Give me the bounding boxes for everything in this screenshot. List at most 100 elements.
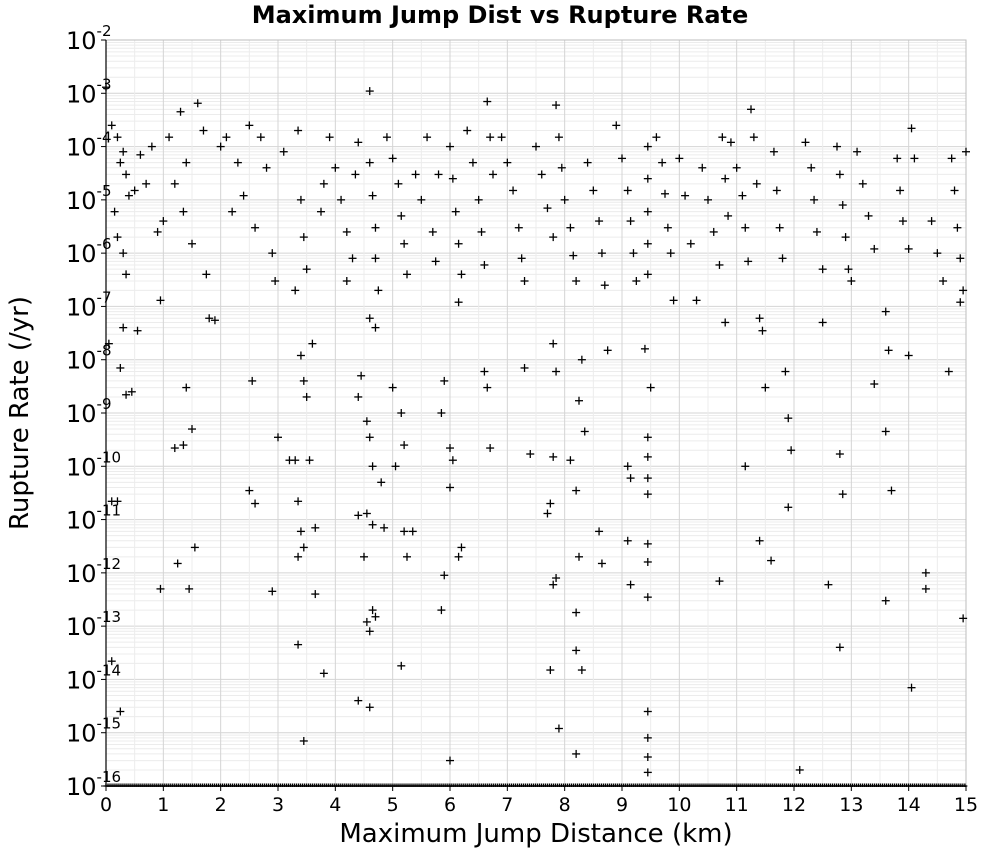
data-point [397, 211, 406, 220]
data-point [959, 286, 968, 295]
data-point [632, 277, 641, 286]
data-point [142, 179, 151, 188]
data-point [440, 376, 449, 385]
data-point [904, 244, 913, 253]
data-point [835, 643, 844, 652]
y-tick-label: 10-10 [66, 448, 121, 481]
data-point [643, 174, 652, 183]
data-point [388, 154, 397, 163]
data-point [133, 326, 142, 335]
data-point [124, 191, 133, 200]
data-point [107, 121, 116, 130]
data-point [302, 265, 311, 274]
data-point [377, 478, 386, 487]
data-point [342, 277, 351, 286]
data-point [767, 556, 776, 565]
data-point [749, 133, 758, 142]
data-point [228, 207, 237, 216]
x-tick-label: 1 [157, 794, 169, 816]
data-point [368, 191, 377, 200]
data-point [382, 133, 391, 142]
data-point [122, 270, 131, 279]
data-point [741, 462, 750, 471]
data-point [319, 669, 328, 678]
data-point [698, 163, 707, 172]
y-tick-label: 10-8 [66, 342, 112, 375]
data-point [732, 163, 741, 172]
data-point [480, 367, 489, 376]
data-point [775, 223, 784, 232]
data-point [291, 286, 300, 295]
data-point [626, 217, 635, 226]
data-point [354, 138, 363, 147]
data-point [643, 539, 652, 548]
data-point [643, 452, 652, 461]
x-tick-label: 0 [100, 794, 112, 816]
data-point [113, 133, 122, 142]
data-point [446, 444, 454, 453]
data-point [752, 179, 761, 188]
data-point [239, 191, 248, 200]
data-point [881, 307, 890, 316]
data-point [537, 170, 546, 179]
data-point [572, 486, 581, 495]
data-point [517, 254, 526, 263]
data-point [784, 414, 793, 423]
data-point [448, 174, 457, 183]
data-point [572, 277, 581, 286]
data-point [159, 217, 168, 226]
data-point [365, 627, 374, 636]
data-point [546, 666, 555, 675]
data-point [371, 254, 380, 263]
data-point [881, 427, 890, 436]
data-point [188, 239, 196, 248]
data-point [658, 158, 667, 167]
data-point [643, 593, 652, 602]
data-point [818, 265, 827, 274]
data-point [468, 158, 477, 167]
data-point [841, 233, 850, 242]
data-point [755, 536, 764, 545]
y-tick-labels: 10-2 10-3 10-4 10-5 10-6 10-7 10-8 10-9 10-10 10-… [66, 22, 121, 801]
data-point [881, 596, 890, 605]
data-point [858, 179, 867, 188]
data-point [844, 265, 853, 274]
data-point [933, 249, 942, 258]
data-point [520, 277, 529, 286]
data-point [569, 251, 578, 260]
data-point [362, 417, 371, 426]
data-point [623, 536, 632, 545]
data-point [365, 158, 374, 167]
data-point [116, 707, 125, 716]
data-point [626, 580, 635, 589]
data-point [643, 474, 652, 483]
data-point [311, 590, 320, 599]
data-point [357, 371, 366, 380]
data-point [116, 363, 125, 372]
data-point [560, 195, 569, 204]
y-tick-label: 10-13 [66, 608, 121, 641]
data-point [947, 154, 956, 163]
data-point [577, 355, 586, 364]
data-point [546, 499, 555, 508]
data-point [411, 170, 420, 179]
data-point [795, 765, 804, 774]
data-point [360, 552, 368, 561]
data-point [446, 142, 454, 151]
data-point [291, 456, 300, 465]
data-point [365, 314, 374, 323]
data-point [893, 154, 902, 163]
data-point [365, 433, 374, 442]
data-point [612, 121, 621, 130]
data-point [268, 249, 277, 258]
data-point [354, 696, 363, 705]
data-points [102, 83, 970, 777]
y-tick-label: 10-11 [66, 502, 121, 535]
data-point [116, 158, 125, 167]
data-point [643, 433, 652, 442]
data-point [245, 486, 254, 495]
data-point [302, 392, 311, 401]
data-point [887, 486, 896, 495]
data-point [147, 142, 156, 151]
